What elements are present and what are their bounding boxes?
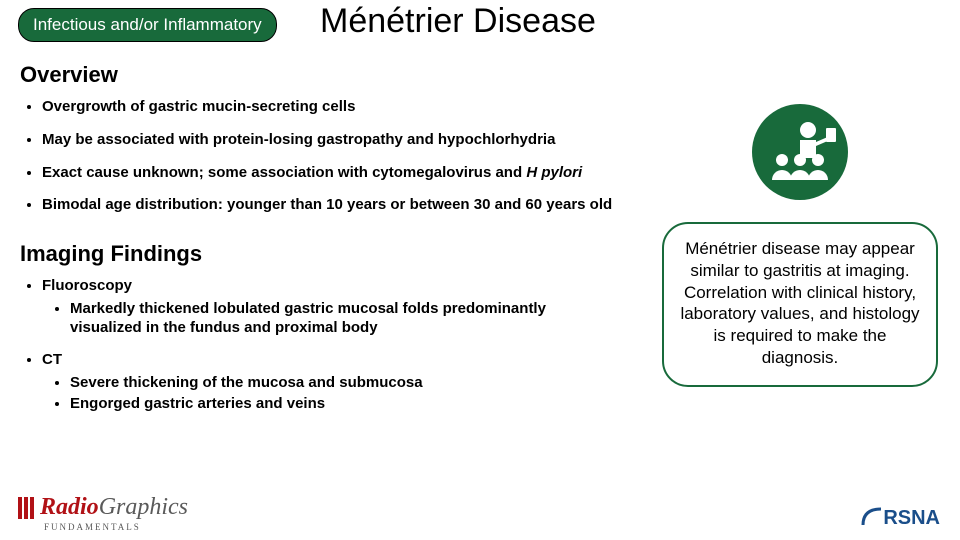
callout-text: Ménétrier disease may appear similar to … <box>662 222 938 387</box>
imaging-subitem: Markedly thickened lobulated gastric muc… <box>70 300 620 338</box>
overview-bullet: Exact cause unknown; some association wi… <box>42 164 620 183</box>
overview-bullet: Overgrowth of gastric mucin-secreting ce… <box>42 98 620 117</box>
imaging-subitem: Engorged gastric arteries and veins <box>70 395 620 414</box>
rsna-logo: RSNA <box>861 507 940 530</box>
overview-heading: Overview <box>20 62 620 88</box>
imaging-item: Fluoroscopy Markedly thickened lobulated… <box>42 277 620 337</box>
callout: Ménétrier disease may appear similar to … <box>662 222 938 387</box>
imaging-heading: Imaging Findings <box>20 241 620 267</box>
overview-bullet: May be associated with protein-losing ga… <box>42 131 620 150</box>
overview-list: Overgrowth of gastric mucin-secreting ce… <box>20 98 620 215</box>
page-title: Ménétrier Disease <box>320 2 596 41</box>
slide: Infectious and/or Inflammatory Ménétrier… <box>0 0 960 540</box>
overview-bullet: Bimodal age distribution: younger than 1… <box>42 196 620 215</box>
imaging-item: CT Severe thickening of the mucosa and s… <box>42 351 620 413</box>
imaging-subitem: Severe thickening of the mucosa and subm… <box>70 374 620 393</box>
imaging-list: Fluoroscopy Markedly thickened lobulated… <box>20 277 620 414</box>
category-tag: Infectious and/or Inflammatory <box>18 8 277 42</box>
radiographics-logo: RadioGraphics FUNDAMENTALS <box>18 494 188 532</box>
teacher-icon <box>750 102 850 202</box>
main-content: Overview Overgrowth of gastric mucin-sec… <box>20 62 620 428</box>
